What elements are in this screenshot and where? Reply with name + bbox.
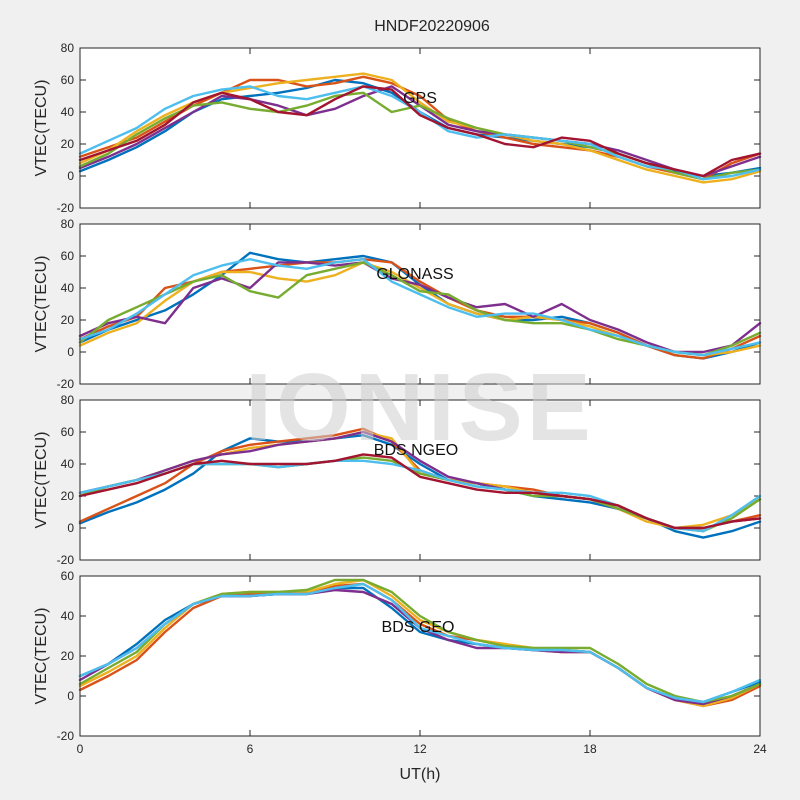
series-line-6 [78, 582, 762, 704]
constellation-label: GPS [403, 90, 437, 107]
y-tick-label: 80 [61, 217, 75, 231]
y-tick-label: 0 [67, 345, 74, 359]
x-tick-label: 18 [583, 742, 597, 756]
plot-area [80, 576, 760, 736]
plot-frame [79, 575, 761, 737]
y-axis-label: VTEC(TECU) [33, 608, 50, 705]
constellation-label: GLONASS [376, 266, 453, 283]
y-tick-label: 20 [61, 649, 75, 663]
y-tick-label: 60 [61, 249, 75, 263]
series-line-7 [78, 453, 762, 530]
y-tick-label: 60 [61, 569, 75, 583]
y-axis-label: VTEC(TECU) [33, 80, 50, 177]
watermark: IONISE [245, 354, 594, 461]
constellation-label: BDS GEO [382, 619, 455, 636]
x-tick-label: 12 [413, 742, 427, 756]
constellation-label: BDS NGEO [374, 442, 458, 459]
plot-frame [79, 47, 761, 209]
plot-area [80, 48, 760, 208]
y-tick-label: 0 [67, 689, 74, 703]
y-axis-label: VTEC(TECU) [33, 432, 50, 529]
plot-area [80, 224, 760, 384]
panel-3: -20 0 20 40 60 80 VTEC(TECU) BDS NGEO [33, 393, 762, 567]
y-tick-label: -20 [57, 553, 75, 567]
y-tick-label: 40 [61, 457, 75, 471]
series-line-7 [78, 85, 762, 178]
y-tick-label: 0 [67, 521, 74, 535]
series-line-4 [78, 261, 762, 354]
y-tick-label: 20 [61, 489, 75, 503]
y-tick-label: 80 [61, 393, 75, 407]
x-tick-label: 0 [77, 742, 84, 756]
y-tick-label: 20 [61, 313, 75, 327]
x-axis-label: UT(h) [400, 766, 441, 783]
panel-1: -20 0 20 40 60 80 VTEC(TECU) GPS [33, 41, 762, 215]
x-tick-label: 6 [247, 742, 254, 756]
y-tick-label: 40 [61, 105, 75, 119]
y-tick-label: 40 [61, 609, 75, 623]
y-tick-label: -20 [57, 729, 75, 743]
y-tick-label: -20 [57, 201, 75, 215]
series-line-6 [78, 85, 762, 181]
y-tick-label: -20 [57, 377, 75, 391]
panel-2: -20 0 20 40 60 80 VTEC(TECU) GLONASS [33, 217, 762, 391]
y-tick-label: 0 [67, 169, 74, 183]
y-tick-label: 20 [61, 137, 75, 151]
y-tick-label: 60 [61, 73, 75, 87]
plot-frame [79, 223, 761, 385]
x-tick-label: 24 [753, 742, 767, 756]
plot-frame [79, 399, 761, 561]
figure-title: HNDF20220906 [374, 18, 490, 35]
series-line-6 [78, 258, 762, 357]
plot-area [80, 400, 760, 560]
y-tick-label: 40 [61, 281, 75, 295]
y-axis-label: VTEC(TECU) [33, 256, 50, 353]
y-tick-label: 80 [61, 41, 75, 55]
y-tick-label: 60 [61, 425, 75, 439]
